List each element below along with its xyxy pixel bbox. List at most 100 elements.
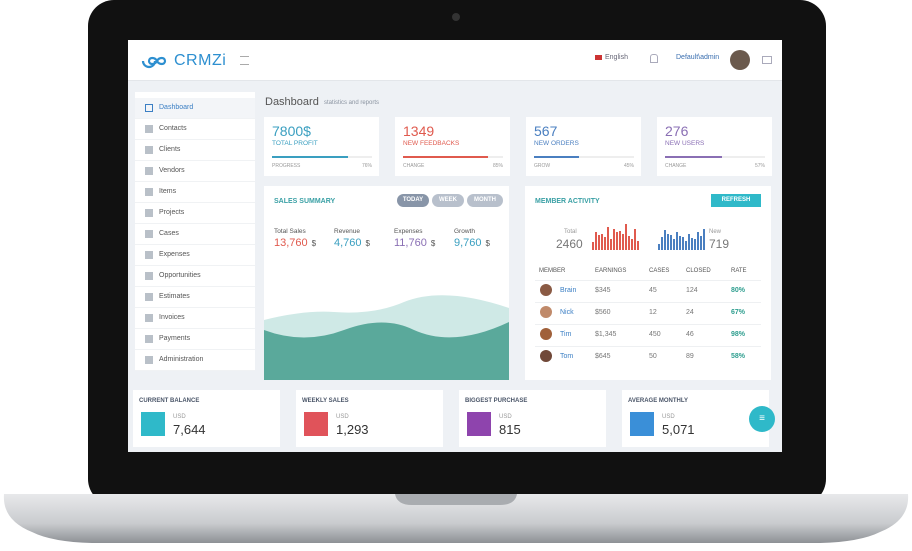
sidebar-icon (145, 209, 153, 217)
summary-value: 1,293 (336, 422, 369, 437)
summary-icon (304, 412, 328, 436)
summary-currency: USD (173, 414, 186, 420)
sidebar: Dashboard Contacts Clients Vendors Items Proj… (135, 92, 255, 371)
member-avatar (540, 328, 552, 340)
user-name[interactable]: Default\admin (676, 54, 720, 61)
sidebar-label: Items (159, 188, 177, 195)
table-cell: $560 (595, 309, 611, 316)
fab-button[interactable]: ≡ (749, 406, 775, 432)
tab[interactable]: WEEK (432, 194, 464, 207)
spark-bar (694, 239, 696, 250)
progress-caption: PROGRESS (272, 163, 301, 169)
spark-bar (613, 229, 615, 250)
spark-bar (703, 229, 705, 250)
progress-track (534, 156, 634, 158)
sidebar-label: Contacts (159, 125, 187, 132)
sidebar-label: Payments (159, 335, 191, 342)
progress-percent: 85% (492, 163, 503, 169)
summary-icon (141, 412, 165, 436)
progress-percent: 57% (754, 163, 765, 169)
tab[interactable]: TODAY (397, 194, 429, 207)
sidebar-label: Projects (159, 209, 185, 216)
sidebar-item[interactable]: Estimates (135, 287, 255, 308)
sidebar-icon (145, 356, 153, 364)
menu-toggle[interactable] (240, 56, 249, 65)
sidebar-item[interactable]: Projects (135, 203, 255, 224)
sidebar-icon (145, 272, 153, 280)
refresh-button[interactable]: REFRESH (711, 194, 761, 207)
sidebar-item[interactable]: Invoices (135, 308, 255, 329)
summary-currency: USD (662, 414, 675, 420)
progress-caption: CHANGE (403, 163, 425, 169)
member-name[interactable]: Nick (560, 309, 574, 316)
spark-bar (610, 239, 612, 250)
spark-bar (688, 234, 690, 250)
sidebar-item[interactable]: Clients (135, 140, 255, 161)
spark-bar (592, 242, 594, 250)
new-value: 719 (709, 237, 730, 251)
stat-label: NEW USERS (665, 140, 705, 147)
sidebar-icon (145, 335, 153, 343)
sidebar-item[interactable]: Payments (135, 329, 255, 350)
member-name[interactable]: Tom (560, 353, 574, 360)
sidebar-item[interactable]: Dashboard (135, 98, 255, 119)
sidebar-item[interactable]: Expenses (135, 245, 255, 266)
sidebar-icon (145, 230, 153, 238)
member-name[interactable]: Tim (560, 331, 572, 338)
progress-bar (403, 156, 488, 158)
spark-bar (670, 235, 672, 250)
sidebar-label: Opportunities (159, 272, 201, 279)
notification-icon[interactable] (650, 54, 658, 63)
top-bar: CRMZi English Default\admin (128, 40, 782, 81)
stat-label: TOTAL PROFIT (272, 140, 318, 147)
sidebar-item[interactable]: Contacts (135, 119, 255, 140)
member-avatar (540, 350, 552, 362)
spark-bar (637, 241, 639, 250)
spark-bar (622, 234, 624, 250)
sidebar-icon (145, 167, 153, 175)
progress-percent: 76% (361, 163, 372, 169)
member-avatar (540, 306, 552, 318)
spark-bar (628, 236, 630, 250)
sidebar-label: Dashboard (159, 104, 194, 111)
member-avatar (540, 284, 552, 296)
stat-value: 1349 (403, 123, 435, 139)
metric-unit: $ (311, 239, 317, 248)
table-row (535, 346, 761, 368)
sidebar-item[interactable]: Items (135, 182, 255, 203)
laptop-base (3, 494, 909, 543)
sales-area-chart (264, 295, 509, 380)
stat-value: 276 (665, 123, 689, 139)
metric-number: 9,760 (454, 237, 482, 249)
summary-currency: USD (336, 414, 349, 420)
spark-bar (634, 229, 636, 250)
spark-bar (667, 234, 669, 250)
spark-bar (700, 236, 702, 250)
progress-track (272, 156, 372, 158)
sparkbars-new (658, 226, 706, 250)
user-avatar[interactable] (730, 50, 750, 70)
chat-icon[interactable] (762, 56, 772, 64)
member-name[interactable]: Brain (560, 287, 577, 294)
stat-card: 567 NEW ORDERS GROW 45% (526, 117, 641, 176)
progress-caption: CHANGE (665, 163, 687, 169)
language[interactable]: English (605, 54, 628, 61)
sidebar-icon (145, 251, 153, 259)
spark-bar (607, 227, 609, 250)
sidebar-item[interactable]: Vendors (135, 161, 255, 182)
camera (452, 13, 460, 21)
table-cell: 58% (731, 353, 746, 360)
sidebar-label: Clients (159, 146, 181, 153)
sidebar-item[interactable]: Cases (135, 224, 255, 245)
table-cell: 46 (686, 331, 694, 338)
tab[interactable]: MONTH (467, 194, 503, 207)
sidebar-item[interactable]: Opportunities (135, 266, 255, 287)
stat-card: 7800$ TOTAL PROFIT PROGRESS 76% (264, 117, 379, 176)
metric-label: Total Sales (274, 228, 306, 235)
sidebar-item[interactable]: Administration (135, 350, 255, 371)
metric-value: 9,760 $ (454, 237, 490, 249)
logo-icon (141, 56, 167, 69)
sidebar-icon (145, 104, 153, 112)
progress-caption: GROW (534, 163, 551, 169)
